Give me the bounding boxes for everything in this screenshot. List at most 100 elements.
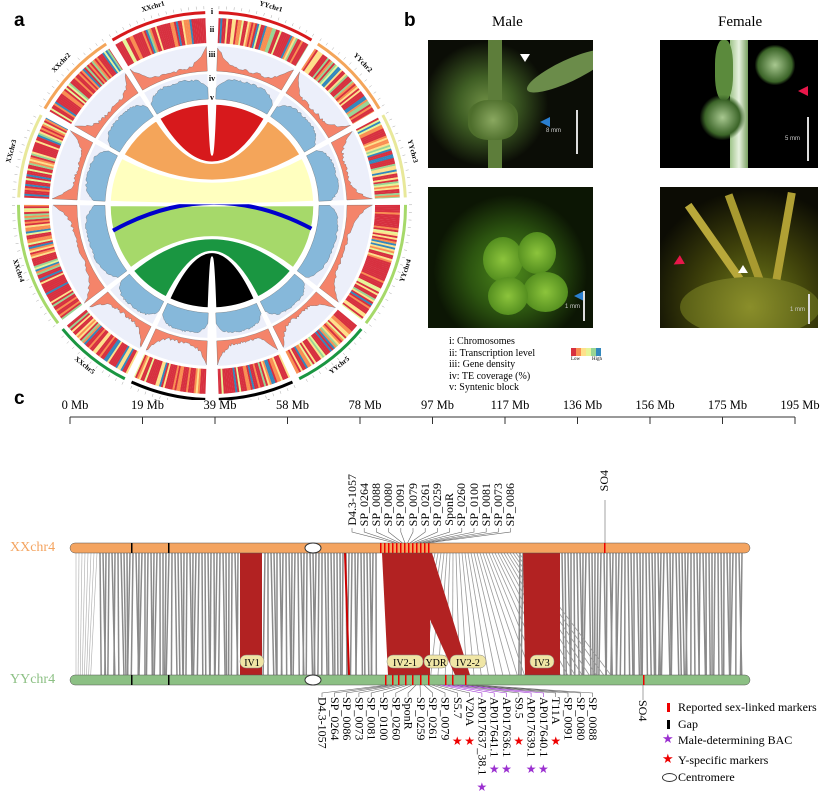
axis-tick-label: 97 Mb: [421, 398, 454, 412]
legend-item: Centromere: [678, 770, 735, 784]
marker-leader-line: [455, 684, 532, 697]
transcription-band: [26, 234, 52, 242]
transcription-band: [224, 18, 229, 44]
transcription-band: [73, 316, 94, 336]
synteny-line: [273, 552, 278, 676]
transcription-band: [350, 107, 374, 123]
transcription-band: [26, 229, 52, 236]
transcription-band: [265, 359, 276, 384]
red-arrowhead-icon: [798, 86, 808, 96]
transcription-band: [45, 117, 69, 131]
marker-leader-line: [409, 528, 426, 544]
transcription-band: [244, 365, 252, 391]
transcription-band: [101, 338, 119, 360]
scale-swatch: [586, 348, 591, 356]
transcription-band: [25, 183, 51, 189]
transcription-band: [52, 291, 75, 307]
transcription-band: [239, 20, 247, 46]
ring-tick: [144, 391, 147, 395]
transcription-band: [156, 361, 166, 387]
transcription-band: [152, 26, 163, 52]
sex-linked-marker: [388, 543, 390, 553]
transcription-band: [37, 266, 62, 278]
transcription-band: [362, 133, 387, 146]
scale-swatch: [576, 348, 581, 356]
ring-tick: [263, 12, 265, 16]
synteny-line: [641, 552, 644, 676]
ring-tick: [17, 250, 21, 252]
transcription-band: [225, 368, 230, 394]
ring-tick: [165, 11, 167, 15]
transcription-band: [348, 293, 371, 310]
sex-linked-marker: [428, 675, 430, 685]
transcription-band: [94, 332, 112, 354]
transcription-band: [365, 142, 390, 154]
transcription-band: [308, 54, 325, 76]
transcription-band: [267, 358, 278, 383]
transcription-band: [24, 216, 50, 221]
transcription-band: [335, 310, 356, 329]
purple-star-icon: ★: [662, 731, 674, 746]
transcription-band: [253, 363, 263, 388]
ring-tick: [108, 374, 111, 378]
transcription-band: [303, 50, 320, 73]
gene-density-histogram: [319, 204, 373, 303]
transcription-band: [26, 233, 52, 240]
transcription-band: [85, 326, 104, 347]
transcription-band: [139, 31, 152, 56]
transcription-band: [197, 368, 202, 394]
ring-tick: [312, 33, 315, 37]
transcription-band: [162, 363, 171, 388]
inversion-label-box: [529, 654, 555, 669]
marker-leader-line: [459, 684, 544, 697]
transcription-band: [364, 261, 389, 273]
transcription-band: [217, 368, 220, 394]
ring-tick: [39, 105, 42, 108]
transcription-band: [79, 71, 99, 91]
transcription-band: [370, 240, 396, 248]
ring-tick: [173, 9, 175, 13]
transcription-band: [41, 125, 65, 138]
synteny-line: [666, 552, 671, 676]
synteny-line: [485, 552, 532, 676]
synteny-line: [605, 552, 608, 676]
bottom-marker-label: SP_0261: [426, 697, 441, 741]
transcription-band: [240, 366, 248, 392]
transcription-band: [113, 344, 129, 368]
marker-leader-line: [422, 528, 487, 544]
legend-item: i: Chromosomes: [449, 336, 515, 347]
transcription-band: [305, 51, 322, 74]
synteny-line: [370, 552, 374, 676]
ring-label-v: v: [210, 93, 214, 102]
transcription-band: [193, 18, 198, 44]
transcription-band: [252, 363, 261, 389]
transcription-band: [228, 367, 234, 393]
syntenic-ribbon-chr4: [109, 204, 315, 269]
transcription-band: [97, 55, 115, 77]
transcription-band: [238, 366, 246, 392]
transcription-band: [28, 239, 53, 248]
transcription-band: [366, 257, 391, 267]
transcription-band: [337, 86, 359, 104]
transcription-band: [185, 19, 191, 45]
synteny-line: [309, 552, 314, 676]
transcription-band: [67, 310, 88, 328]
axis-tick-label: 117 Mb: [490, 398, 530, 412]
transcription-band: [352, 110, 375, 124]
ring-tick: [29, 122, 33, 125]
axis-tick-label: 156 Mb: [635, 398, 675, 412]
transcription-band: [235, 367, 242, 393]
transcription-band: [193, 368, 198, 394]
gap-mark: [168, 543, 170, 553]
transcription-band: [313, 58, 331, 80]
transcription-band: [28, 243, 54, 252]
transcription-band: [366, 144, 391, 155]
transcription-band: [35, 261, 60, 272]
transcription-band: [243, 21, 250, 47]
synteny-line: [99, 552, 102, 676]
transcription-band: [295, 44, 309, 67]
ring-label-iv: iv: [209, 74, 215, 83]
transcription-band: [302, 49, 319, 72]
bottom-marker-label: SP_0259: [413, 697, 428, 741]
bottom-marker-label: SP_0091: [561, 697, 576, 741]
